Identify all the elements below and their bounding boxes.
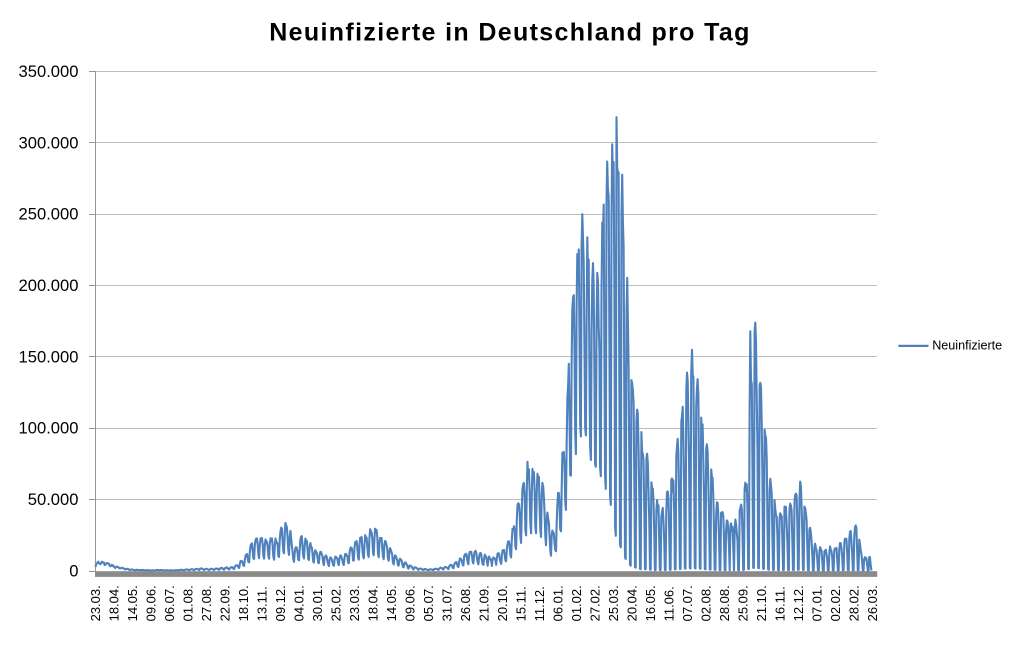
svg-text:01.08.: 01.08.	[180, 585, 195, 621]
svg-text:15.11.: 15.11.	[514, 586, 529, 621]
svg-text:09.12.: 09.12.	[273, 585, 288, 621]
svg-text:06.07.: 06.07.	[162, 585, 177, 621]
svg-text:20.10.: 20.10.	[495, 585, 510, 621]
svg-text:14.05.: 14.05.	[125, 585, 140, 621]
svg-text:18.04.: 18.04.	[365, 585, 380, 621]
svg-text:25.02.: 25.02.	[328, 585, 343, 621]
svg-text:05.07.: 05.07.	[421, 585, 436, 621]
svg-text:200.000: 200.000	[19, 276, 79, 295]
svg-text:350.000: 350.000	[19, 62, 79, 81]
svg-text:26.03.: 26.03.	[865, 585, 880, 621]
svg-text:28.02.: 28.02.	[847, 585, 862, 621]
svg-text:12.12.: 12.12.	[791, 585, 806, 621]
svg-text:23.03.: 23.03.	[88, 585, 103, 621]
svg-text:150.000: 150.000	[19, 347, 79, 366]
svg-text:11.06.: 11.06.	[662, 586, 677, 621]
svg-text:16.05.: 16.05.	[643, 585, 658, 621]
svg-text:16.11.: 16.11.	[773, 586, 788, 621]
svg-text:27.02.: 27.02.	[588, 585, 603, 621]
svg-text:14.05.: 14.05.	[384, 585, 399, 621]
svg-text:21.09.: 21.09.	[477, 585, 492, 621]
svg-text:01.02.: 01.02.	[569, 585, 584, 621]
svg-text:02.08.: 02.08.	[699, 585, 714, 621]
svg-text:100.000: 100.000	[19, 419, 79, 438]
svg-text:09.06.: 09.06.	[143, 585, 158, 621]
svg-text:27.08.: 27.08.	[199, 585, 214, 621]
svg-text:09.06.: 09.06.	[402, 585, 417, 621]
svg-text:Neuinfizierte in Deutschland p: Neuinfizierte in Deutschland pro Tag	[269, 19, 751, 47]
svg-text:250.000: 250.000	[19, 205, 79, 224]
svg-text:13.11.: 13.11.	[254, 586, 269, 621]
svg-text:18.10.: 18.10.	[236, 585, 251, 621]
svg-text:23.03.: 23.03.	[347, 585, 362, 621]
svg-text:07.07.: 07.07.	[680, 585, 695, 621]
svg-text:31.07.: 31.07.	[439, 585, 454, 621]
svg-text:25.03.: 25.03.	[606, 585, 621, 621]
svg-text:04.01.: 04.01.	[291, 585, 306, 621]
svg-text:11.12.: 11.12.	[532, 586, 547, 621]
svg-text:Neuinfizierte: Neuinfizierte	[932, 339, 1002, 353]
svg-text:07.01.: 07.01.	[810, 585, 825, 621]
svg-text:18.04.: 18.04.	[106, 585, 121, 621]
svg-text:22.09.: 22.09.	[217, 585, 232, 621]
svg-text:02.02.: 02.02.	[828, 585, 843, 621]
svg-text:25.09.: 25.09.	[736, 585, 751, 621]
svg-text:30.01.: 30.01.	[310, 585, 325, 621]
svg-text:50.000: 50.000	[28, 490, 79, 509]
svg-text:20.04.: 20.04.	[625, 585, 640, 621]
svg-text:0: 0	[69, 561, 78, 580]
svg-text:300.000: 300.000	[19, 133, 79, 152]
svg-text:06.01.: 06.01.	[551, 585, 566, 621]
svg-text:21.10.: 21.10.	[754, 585, 769, 621]
svg-text:26.08.: 26.08.	[458, 585, 473, 621]
svg-text:28.08.: 28.08.	[717, 585, 732, 621]
